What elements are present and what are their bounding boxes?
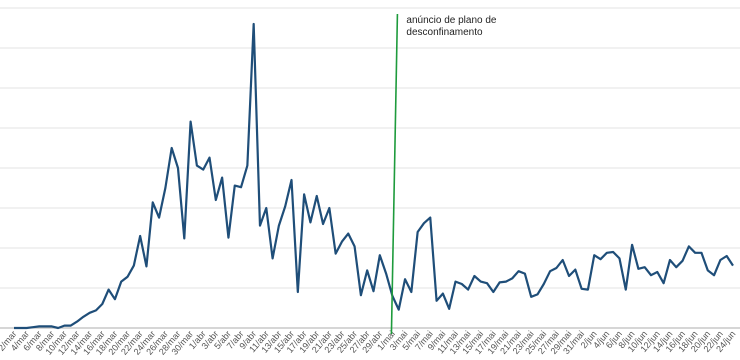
series-line	[14, 22, 734, 330]
gridlines	[0, 7, 740, 329]
x-axis-ticks: 2/mar4/mar6/mar8/mar10/mar12/mar14/mar16…	[0, 329, 738, 357]
annotation-label: anúncio de plano de desconfinamento	[406, 15, 497, 38]
annotation-line	[390, 13, 399, 335]
